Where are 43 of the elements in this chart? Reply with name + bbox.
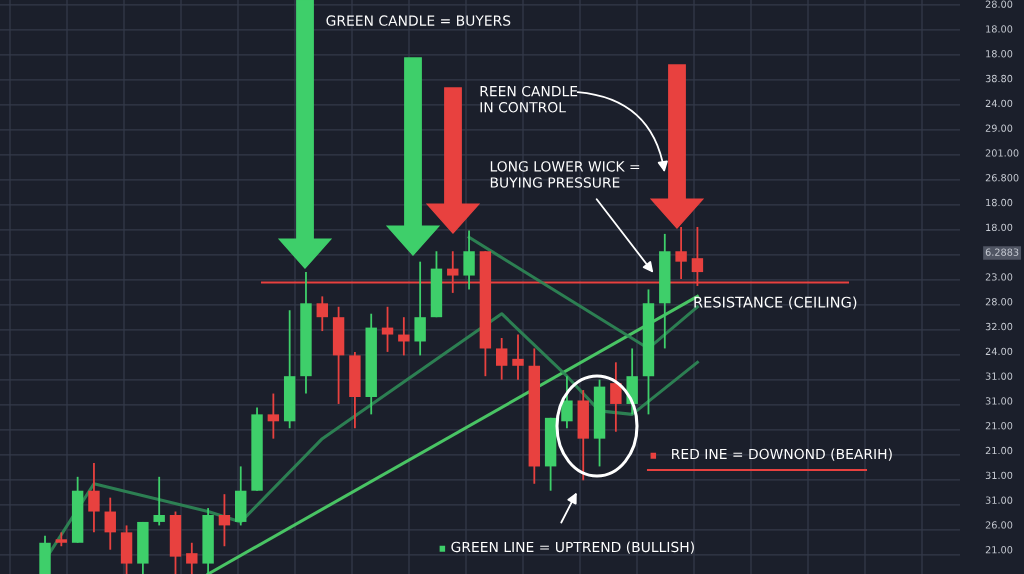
text: 26.00 [985,521,1013,529]
text: 38.80 [985,74,1013,83]
text: 201.00 [985,149,1019,157]
candlestick [88,462,100,534]
candlestick [186,541,198,574]
text: 23.00 [985,273,1013,281]
text: 29.00 [985,124,1013,132]
text: 28.00 [985,298,1013,306]
candlestick [153,475,165,527]
text: 24.00 [985,347,1013,356]
text: 24.00 [985,99,1013,108]
text: 28.00 [985,0,1013,8]
ref-line-label: RESISTANCE (CEILING) [694,296,857,310]
text: 26.800 [985,174,1019,182]
text: 21.00 [985,422,1013,430]
text: 32.00 [985,322,1013,331]
candlestick [610,361,622,433]
candlestick [267,392,280,440]
annotation: RED INE = DOWNOND (BEARIH) [672,448,892,461]
text: 18.00 [986,223,1013,232]
text: 18.00 [986,198,1013,207]
text: 31.00 [985,471,1013,480]
candlestick [512,333,524,381]
text: 18.00 [986,50,1013,58]
text: 31.00 [985,372,1013,380]
text: GREEN CANDLE = BUYERS [326,15,511,26]
candlestick [495,337,508,381]
text: REEN CANDLE IN CONTROL [480,85,578,113]
candlestick [104,496,116,551]
candlestick [381,305,394,353]
text: 18.00 [986,25,1013,33]
candlestick [316,295,328,332]
text: 31.00 [985,496,1013,504]
text: 31.00 [985,397,1013,405]
candlestick [398,316,410,357]
candlestick [675,226,687,280]
candlestick [561,375,573,430]
candlestick [218,493,231,548]
annotation: GREEN LINE = UPTREND (BULLISH) [451,541,694,554]
text: 21.00 [985,446,1013,455]
text: LONG LOWER WICK = BUYING PRESSURE [490,161,640,188]
text: 6.2883 [985,248,1019,256]
text: 21.00 [985,546,1013,554]
